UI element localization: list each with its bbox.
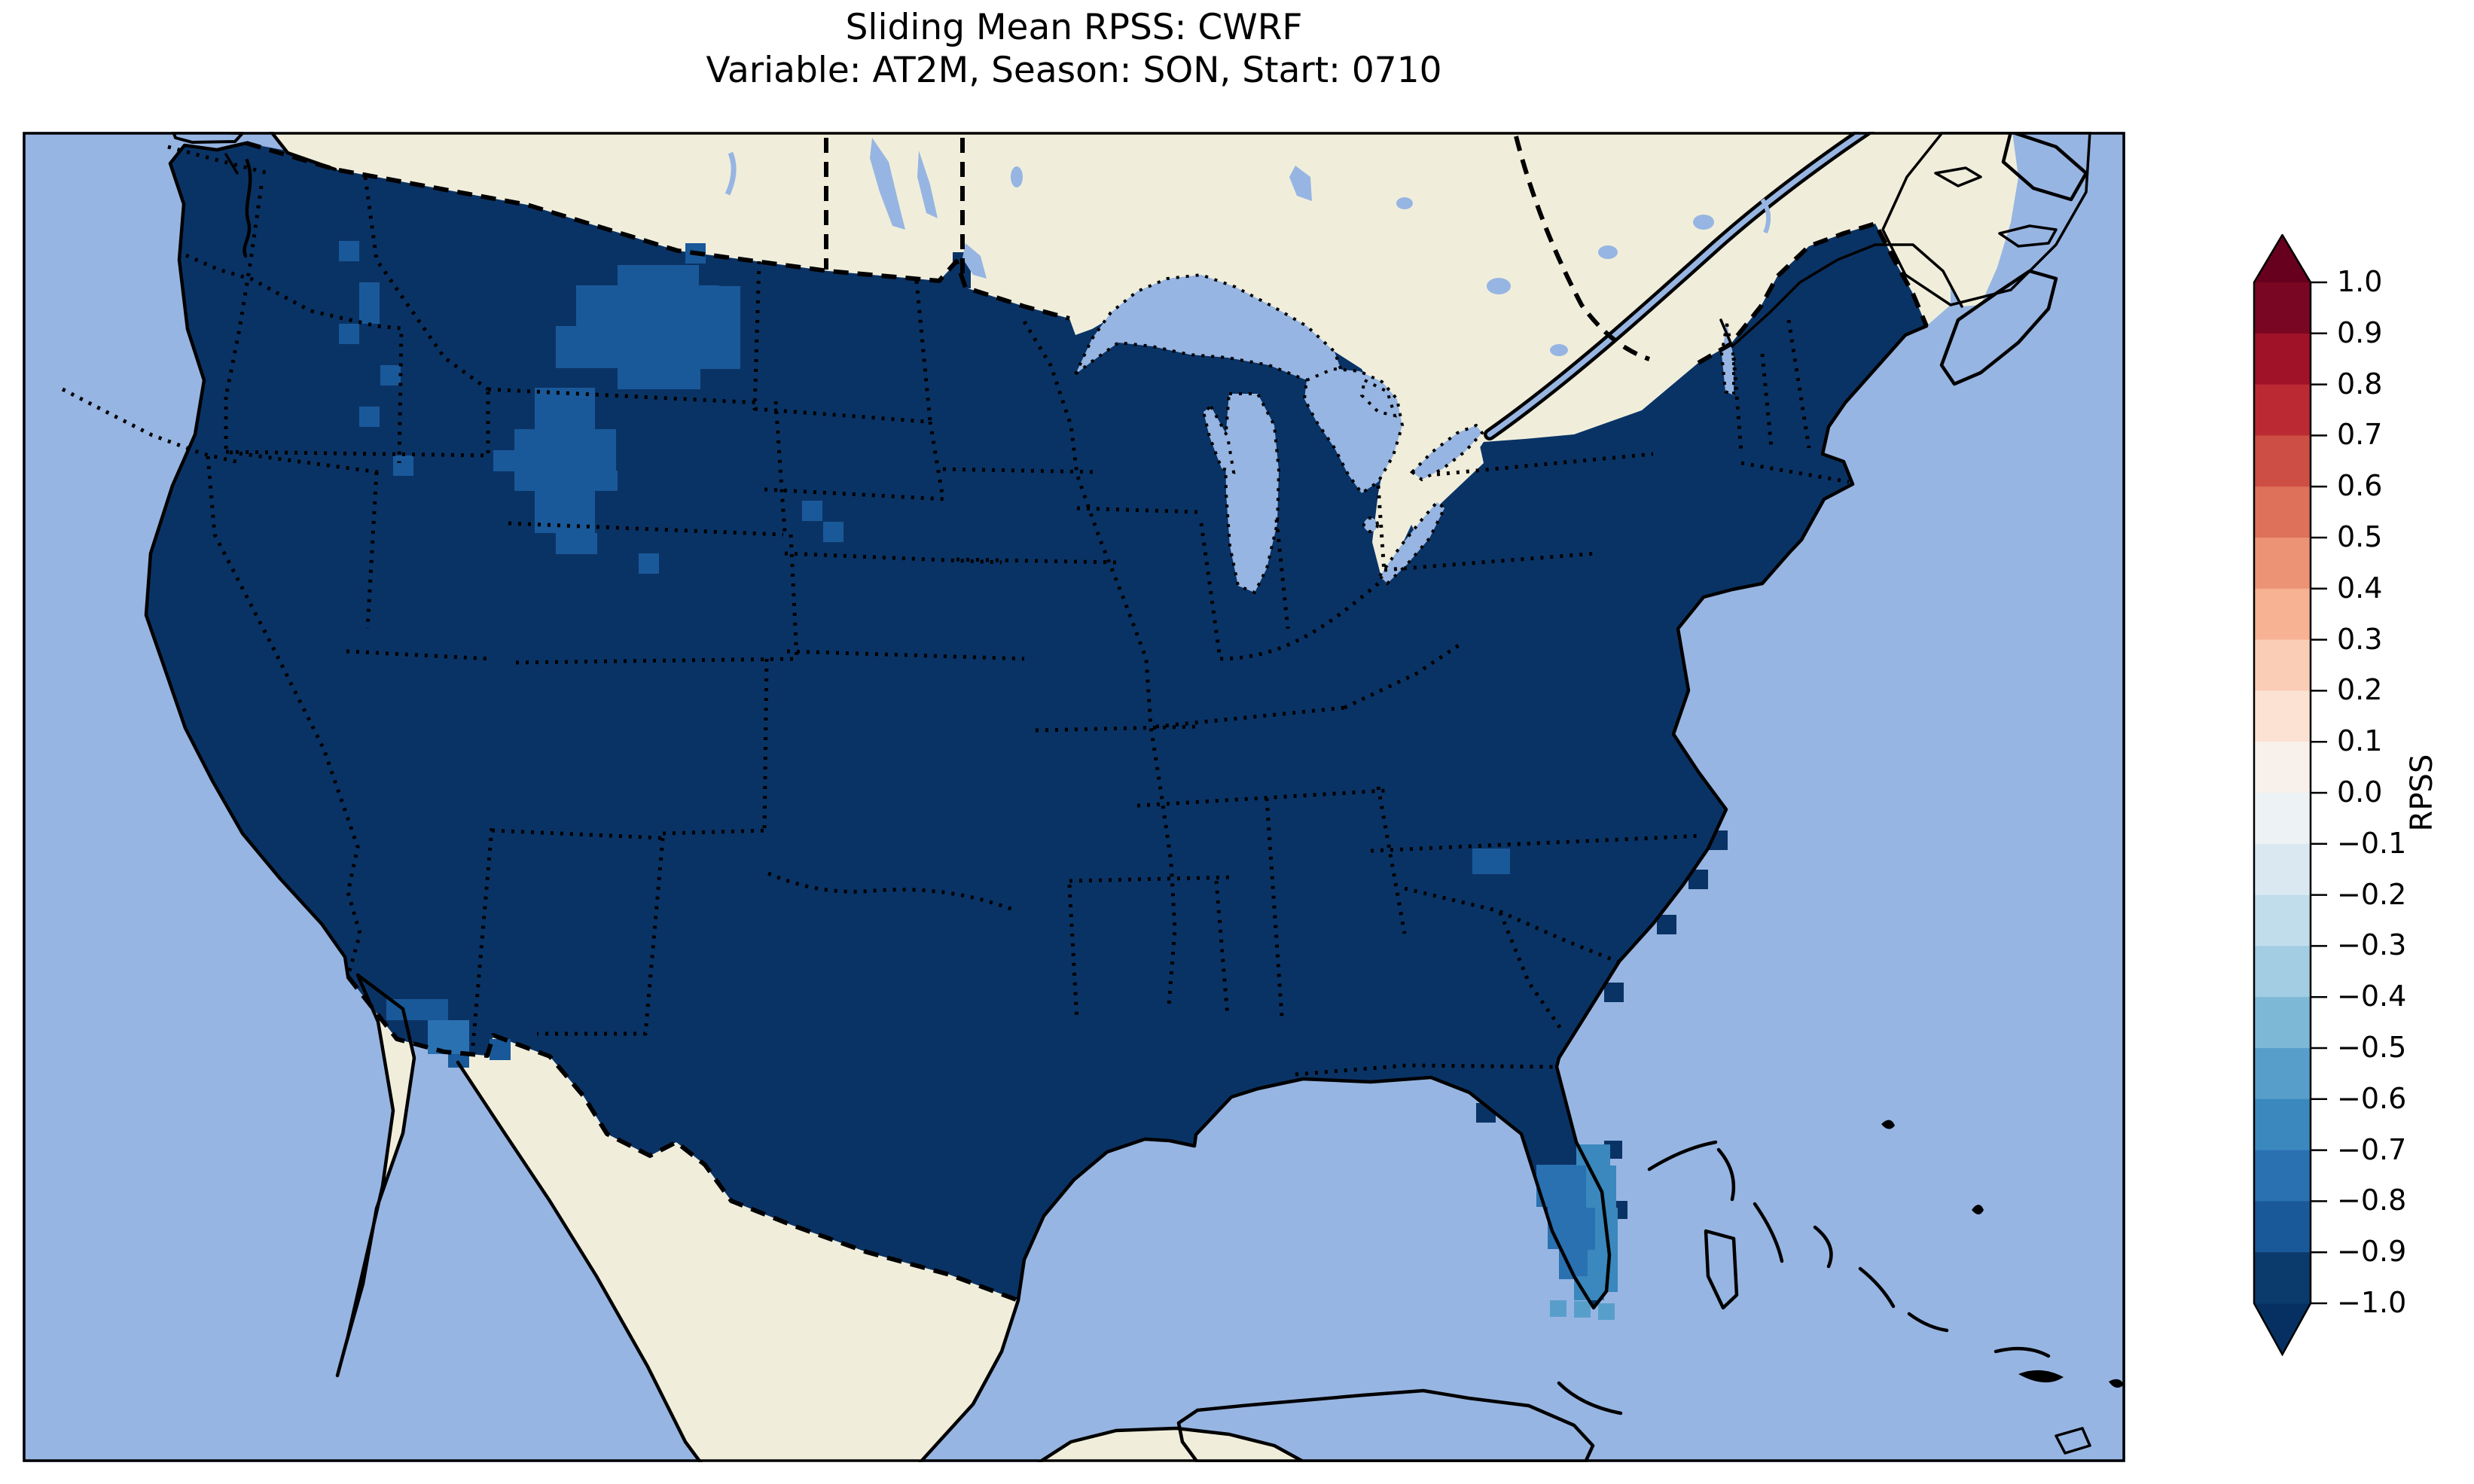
colorbar-tick-label: −0.4 — [2337, 980, 2406, 1013]
colorbar-segment — [2254, 895, 2311, 946]
colorbar-tick-label: 0.6 — [2337, 469, 2382, 502]
colorbar-tick-label: −0.1 — [2337, 827, 2406, 860]
title-line-2: Variable: AT2M, Season: SON, Start: 0710 — [23, 49, 2125, 92]
colorbar-tick-label: −0.9 — [2337, 1235, 2406, 1268]
colorbar-segment — [2254, 334, 2311, 385]
colorbar-tick-label: −1.0 — [2337, 1286, 2406, 1319]
colorbar-tick-label: 0.4 — [2337, 571, 2382, 605]
colorbar-tick-label: 1.0 — [2337, 265, 2382, 298]
colorbar-arrow-over — [2254, 235, 2311, 282]
colorbar-tick-label: −0.7 — [2337, 1133, 2406, 1166]
colorbar-segment — [2254, 997, 2311, 1048]
colorbar-segment — [2254, 1099, 2311, 1150]
colorbar-segment — [2254, 946, 2311, 997]
colorbar-segment — [2254, 1252, 2311, 1303]
colorbar-tick-label: 0.7 — [2337, 419, 2382, 452]
colorbar: 1.0 0.9 0.8 0.7 0.6 0.5 0.4 0.3 0.2 0.1 0.0 −0.1 −0.… — [2253, 234, 2474, 1356]
colorbar-segment — [2254, 1201, 2311, 1252]
colorbar-segment — [2254, 538, 2311, 589]
colorbar-tick-label: 0.2 — [2337, 674, 2382, 707]
colorbar-segment — [2254, 690, 2311, 742]
colorbar-tick-label: −0.5 — [2337, 1031, 2406, 1064]
colorbar-segment — [2254, 793, 2311, 844]
colorbar-segment — [2254, 435, 2311, 486]
colorbar-tick-label: −0.2 — [2337, 878, 2406, 911]
colorbar-tick-label: 0.9 — [2337, 316, 2382, 349]
title-line-1: Sliding Mean RPSS: CWRF — [23, 6, 2125, 49]
colorbar-segment — [2254, 1048, 2311, 1099]
colorbar-segment — [2254, 589, 2311, 640]
colorbar-tick-label: 0.0 — [2337, 776, 2382, 809]
colorbar-tick-label: −0.8 — [2337, 1184, 2406, 1217]
figure-title: Sliding Mean RPSS: CWRF Variable: AT2M, … — [23, 6, 2125, 92]
map-panel — [23, 132, 2125, 1462]
colorbar-arrow-under — [2254, 1303, 2311, 1354]
colorbar-tick-label: 0.8 — [2337, 367, 2382, 401]
colorbar-segment — [2254, 385, 2311, 436]
colorbar-segment — [2254, 640, 2311, 691]
colorbar-axis-label: RPSS — [2405, 754, 2439, 832]
figure: Sliding Mean RPSS: CWRF Variable: AT2M, … — [0, 0, 2474, 1484]
colorbar-segment — [2254, 486, 2311, 538]
colorbar-tick-label: 0.3 — [2337, 623, 2382, 656]
colorbar-tick-label: 0.1 — [2337, 724, 2382, 757]
colorbar-tick-label: −0.6 — [2337, 1082, 2406, 1115]
lake-st-clair — [1364, 518, 1377, 532]
colorbar-segment — [2254, 1150, 2311, 1202]
colorbar-bar — [2253, 234, 2337, 1356]
map-canvas — [23, 132, 2125, 1462]
colorbar-tick-label: −0.3 — [2337, 929, 2406, 962]
colorbar-segment — [2254, 742, 2311, 793]
north-carolina-patch — [1472, 849, 1510, 874]
colorbar-segment — [2254, 844, 2311, 895]
colorbar-tick-label: 0.5 — [2337, 520, 2382, 553]
colorbar-segment — [2254, 282, 2311, 334]
